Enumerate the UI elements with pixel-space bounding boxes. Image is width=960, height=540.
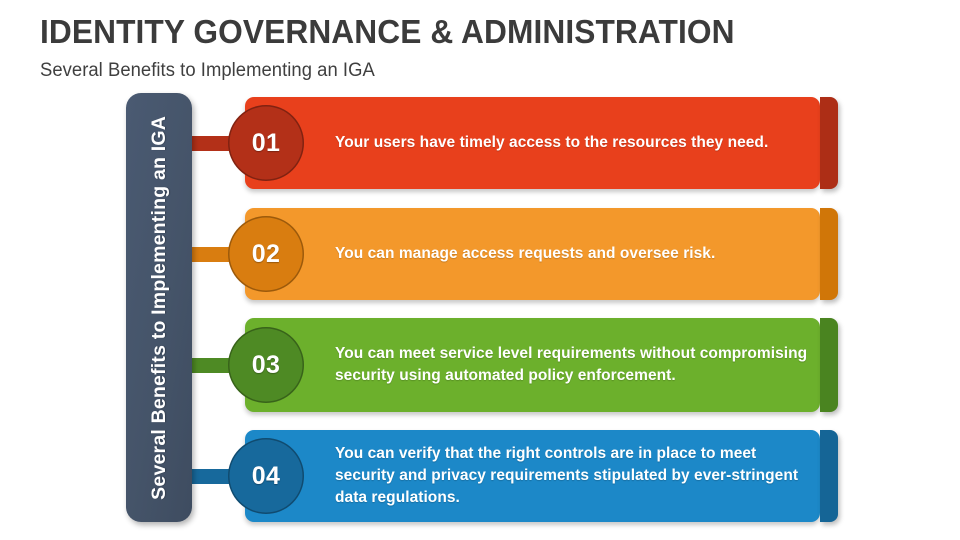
benefit-bar-cap-icon [820,97,838,189]
benefit-text: You can meet service level requirements … [335,345,808,384]
page-title: IDENTITY GOVERNANCE & ADMINISTRATION [40,13,735,50]
benefit-text: You can manage access requests and overs… [335,245,716,262]
benefit-number: 03 [251,350,281,379]
benefit-bar [245,430,820,522]
slide-header: IDENTITY GOVERNANCE & ADMINISTRATION Sev… [40,13,920,82]
benefit-text: Your users have timely access to the res… [335,134,769,151]
benefit-bar-cap-icon [820,318,838,412]
side-panel-label: Several Benefits to Implementing an IGA [147,115,170,500]
benefit-bar [245,97,820,189]
benefit-number-badge: 03 [228,327,304,403]
benefit-bar-cap-icon [820,430,838,522]
page-subtitle: Several Benefits to Implementing an IGA [40,59,375,81]
benefit-number-badge: 02 [228,216,304,292]
benefit-bar [245,208,820,300]
benefit-number-badge: 04 [228,438,304,514]
benefit-number-badge: 01 [228,105,304,181]
benefit-bar [245,318,820,412]
benefit-number: 04 [251,461,281,490]
benefit-number: 01 [251,128,281,157]
vertical-side-panel: Several Benefits to Implementing an IGA [126,93,192,522]
benefit-number: 02 [251,239,281,268]
benefit-text: You can verify that the right controls a… [335,445,799,506]
benefit-bar-cap-icon [820,208,838,300]
